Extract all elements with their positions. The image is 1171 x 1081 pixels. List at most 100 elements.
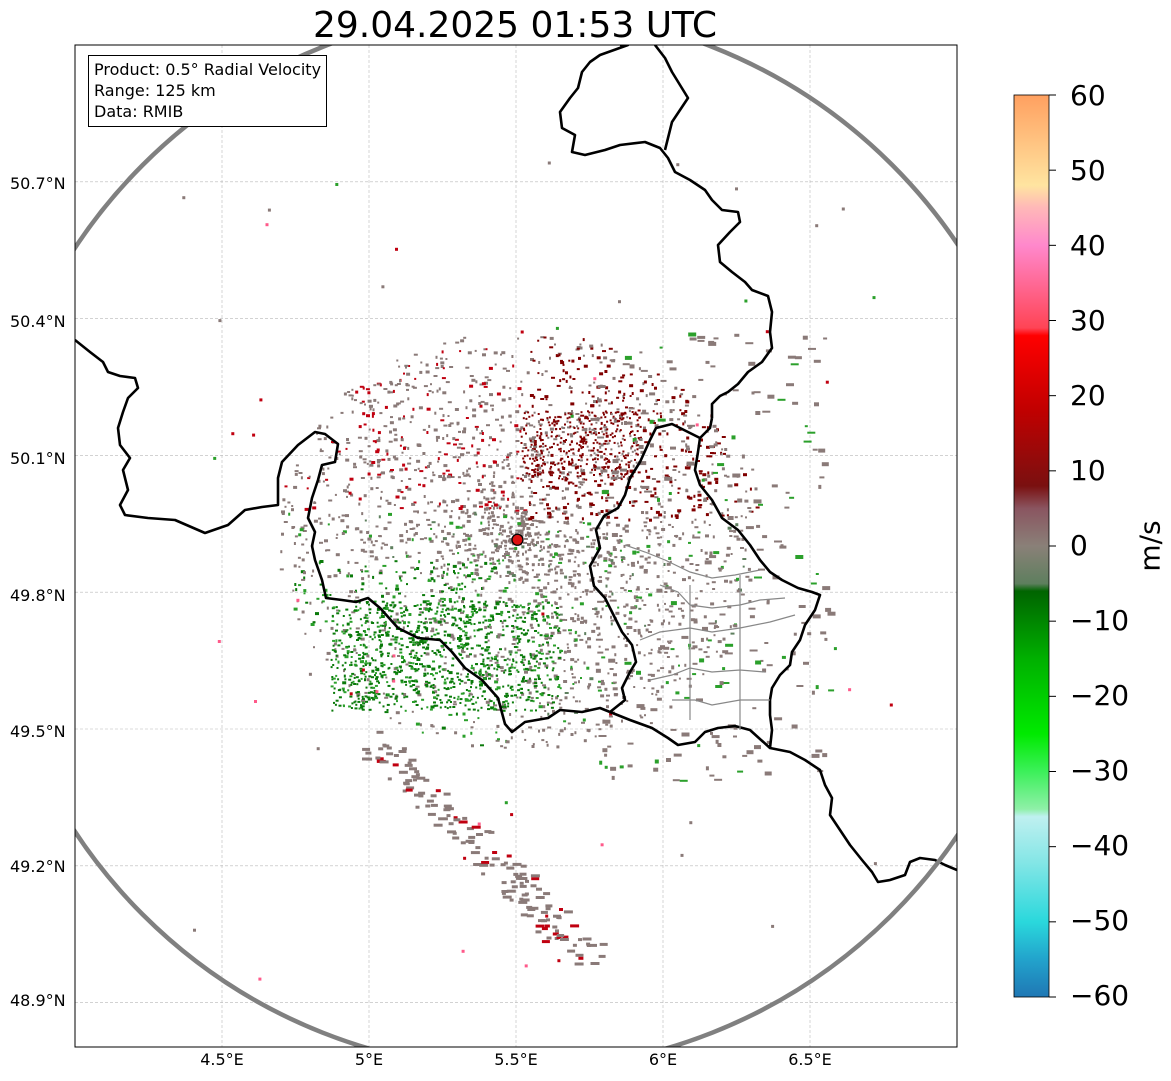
velocity-echo-pixel <box>706 426 710 430</box>
velocity-echo-pixel <box>575 540 580 544</box>
velocity-echo-pixel <box>348 491 352 495</box>
velocity-echo-pixel <box>560 437 563 440</box>
velocity-echo-pixel <box>470 623 473 626</box>
velocity-echo-pixel <box>588 384 592 387</box>
velocity-echo-pixel <box>585 441 588 443</box>
velocity-echo-pixel <box>478 670 482 673</box>
colorbar-tick-m40: −40 <box>1070 829 1130 862</box>
velocity-echo-pixel <box>532 519 537 522</box>
velocity-echo-pixel <box>559 908 563 911</box>
velocity-echo-pixel <box>442 557 445 560</box>
velocity-echo-pixel <box>573 560 576 563</box>
velocity-echo-pixel <box>535 660 538 663</box>
velocity-echo-pixel <box>648 375 653 378</box>
velocity-echo-pixel <box>574 643 578 647</box>
velocity-echo-pixel <box>559 450 562 453</box>
velocity-echo-pixel <box>378 639 381 642</box>
velocity-echo-pixel <box>602 468 605 470</box>
velocity-echo-pixel <box>686 447 690 451</box>
velocity-echo-pixel <box>376 607 380 611</box>
velocity-echo-pixel <box>606 496 615 499</box>
velocity-echo-pixel <box>524 964 528 968</box>
velocity-echo-pixel <box>480 706 483 709</box>
velocity-echo-pixel <box>568 548 572 552</box>
velocity-echo-pixel <box>593 464 596 467</box>
velocity-echo-pixel <box>488 698 491 701</box>
velocity-echo-pixel <box>518 638 522 641</box>
velocity-echo-pixel <box>645 469 648 473</box>
velocity-echo-pixel <box>596 441 599 444</box>
velocity-echo-pixel <box>430 630 435 633</box>
velocity-echo-pixel <box>510 516 513 519</box>
velocity-echo-pixel <box>549 470 552 473</box>
france-germany-border <box>609 710 957 884</box>
velocity-echo-pixel <box>555 612 559 615</box>
velocity-echo-pixel <box>536 586 540 589</box>
velocity-echo-pixel <box>547 687 550 691</box>
velocity-echo-pixel <box>521 479 524 482</box>
velocity-echo-pixel <box>537 474 539 477</box>
velocity-echo-pixel <box>664 602 666 605</box>
velocity-echo-pixel <box>465 575 467 579</box>
velocity-echo-pixel <box>522 417 525 420</box>
velocity-echo-pixel <box>678 622 682 626</box>
range-line: Range: 125 km <box>94 80 321 101</box>
velocity-echo-pixel <box>524 475 527 478</box>
velocity-echo-pixel <box>472 504 477 508</box>
velocity-echo-pixel <box>672 400 675 404</box>
lon-label-4-5: 4.5°E <box>200 1050 244 1069</box>
velocity-echo-pixel <box>531 469 534 471</box>
velocity-echo-pixel <box>873 862 877 866</box>
velocity-echo-pixel <box>282 498 286 502</box>
velocity-echo-pixel <box>502 589 507 593</box>
velocity-echo-pixel <box>351 410 354 414</box>
velocity-echo-pixel <box>463 566 467 569</box>
velocity-echo-pixel <box>685 400 690 404</box>
velocity-echo-pixel <box>409 685 413 688</box>
velocity-echo-pixel <box>377 464 381 468</box>
velocity-echo-pixel <box>425 607 429 611</box>
velocity-echo-pixel <box>443 681 447 685</box>
velocity-echo-pixel <box>558 470 561 473</box>
velocity-echo-pixel <box>364 565 367 568</box>
velocity-echo-pixel <box>656 603 659 607</box>
velocity-echo-pixel <box>336 450 341 453</box>
lat-label-49-2: 49.2°N <box>10 857 66 876</box>
velocity-echo-pixel <box>377 634 381 637</box>
velocity-echo-pixel <box>521 687 523 690</box>
velocity-echo-pixel <box>583 493 586 496</box>
velocity-echo-pixel <box>367 628 370 631</box>
velocity-echo-pixel <box>623 392 626 396</box>
velocity-echo-pixel <box>577 614 580 618</box>
velocity-echo-pixel <box>564 423 566 426</box>
velocity-echo-pixel <box>321 472 325 476</box>
velocity-echo-pixel <box>588 428 591 431</box>
velocity-echo-pixel <box>559 729 564 733</box>
velocity-echo-pixel <box>604 448 607 451</box>
velocity-echo-pixel <box>601 607 604 611</box>
velocity-echo-pixel <box>606 550 610 554</box>
velocity-echo-pixel <box>529 665 533 668</box>
velocity-echo-pixel <box>450 648 453 651</box>
velocity-echo-pixel <box>597 385 606 388</box>
velocity-echo-pixel <box>527 660 530 663</box>
velocity-echo-pixel <box>467 689 471 692</box>
velocity-echo-pixel <box>713 443 717 446</box>
velocity-echo-pixel <box>563 910 573 914</box>
radar-site-marker[interactable] <box>511 533 524 546</box>
velocity-echo-pixel <box>617 606 620 609</box>
velocity-echo-pixel <box>571 582 575 586</box>
velocity-echo-pixel <box>762 410 771 413</box>
velocity-echo-pixel <box>552 442 555 445</box>
velocity-echo-pixel <box>322 480 325 483</box>
velocity-echo-pixel <box>663 619 665 623</box>
velocity-echo-pixel <box>417 444 422 447</box>
velocity-echo-pixel <box>618 467 621 470</box>
velocity-echo-pixel <box>619 535 623 537</box>
velocity-echo-pixel <box>364 675 367 678</box>
velocity-echo-pixel <box>496 708 501 711</box>
velocity-echo-pixel <box>460 643 464 646</box>
velocity-echo-pixel <box>819 476 825 479</box>
velocity-echo-pixel <box>812 614 821 619</box>
